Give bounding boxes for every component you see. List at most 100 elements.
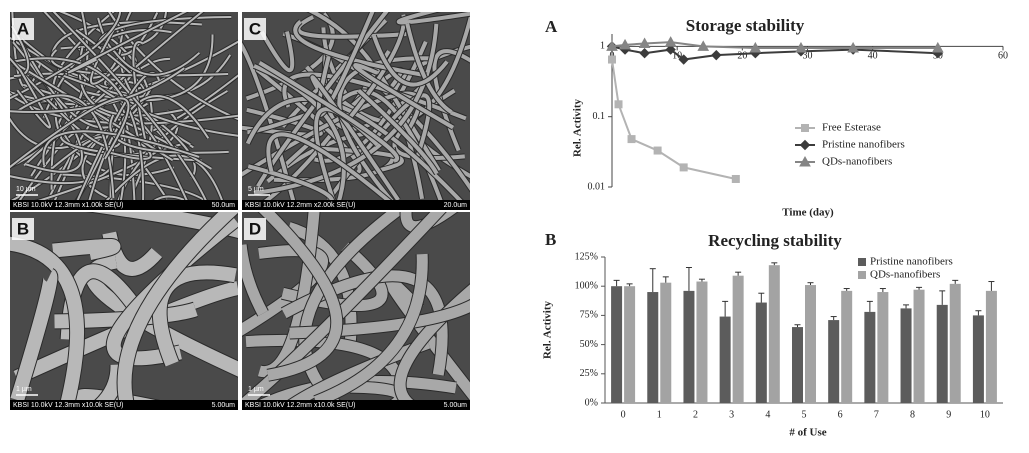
sem-image: KBSI 10.0kV 12.2mm x10.0k SE(U) 5.00um 1 µ… [242,212,470,410]
x-tick-label: 9 [946,409,951,420]
y-tick-label: 0.1 [593,111,606,122]
legend-swatch [858,258,866,266]
y-axis-label: Rel. Activity [572,98,584,157]
panel-label: A [17,19,29,38]
x-tick-label: 20 [737,51,747,62]
fiber [18,94,115,199]
marker [606,40,618,51]
bar [719,316,731,403]
fiber [337,56,433,210]
fiber [396,12,470,25]
marker [801,124,809,132]
x-tick-label: 4 [765,409,770,420]
fiber [371,34,449,87]
fiber [242,245,328,336]
series-line [611,41,938,49]
bar [647,292,659,403]
bar [792,327,803,403]
marker [627,135,636,144]
marker [664,36,677,47]
y-tick-label: 50% [580,339,598,350]
panel-label: B [545,230,556,249]
x-tick-label: 30 [803,51,813,62]
sem-size: 50.0um [212,202,236,209]
bar [972,315,984,403]
bar [755,302,767,403]
sem-image: KBSI 10.0kV 12.2mm x2.00k SE(U) 20.0um 5 µ… [242,12,470,210]
bar [611,286,623,403]
sem-info: KBSI 10.0kV 12.2mm x10.0k SE(U) [245,402,356,409]
fiber [258,60,400,163]
bar [841,290,853,403]
chart-title: Recycling stability [708,231,842,250]
fiber [10,12,121,100]
marker [619,38,631,50]
fiber [123,12,167,49]
x-tick-label: 40 [868,51,878,62]
fiber [253,23,439,196]
fiber [357,88,439,175]
x-tick-label: 1 [657,409,662,420]
legend-swatch [858,271,866,279]
fiber [42,130,200,166]
marker [711,49,722,61]
sem-size: 20.0um [444,202,468,209]
marker [679,163,688,172]
fiber [10,236,85,410]
marker [749,41,762,53]
marker [638,37,651,48]
label-bg [12,18,34,40]
bar [805,285,816,403]
marker [653,146,662,155]
fiber [400,212,457,233]
fiber [313,253,428,407]
fiber [10,97,130,169]
bar [732,275,744,403]
marker [665,44,676,55]
x-tick-label: 10 [672,51,682,62]
y-tick-label: 1 [600,41,605,52]
fiber [10,57,145,210]
x-tick-label: 5 [802,409,807,420]
sem-info: KBSI 10.0kV 12.3mm x10.0k SE(U) [13,402,124,409]
bar [624,286,636,403]
fiber [16,69,51,129]
scale-label: 5 µm [248,186,264,193]
fiber [242,107,323,137]
fiber [132,41,149,150]
fiber [328,89,447,210]
x-tick-label: 10 [980,409,990,420]
info-bar [10,400,238,410]
legend-label: Free Esterase [822,122,881,134]
info-bar [242,400,470,410]
bar [828,320,840,403]
panel-label: C [249,19,261,38]
marker [639,47,650,59]
info-bar [242,200,470,210]
y-tick-label: 0.01 [588,181,606,192]
fiber [266,132,403,210]
legend-label: QDs-nanofibers [870,269,940,281]
label-bg [244,218,266,240]
fiber [353,63,455,130]
fiber [10,268,58,403]
marker [799,155,811,167]
sem-size: 5.00um [212,402,236,409]
legend-label: QDs-nanofibers [822,156,892,168]
marker [697,40,710,51]
fiber [52,238,121,260]
marker [847,41,859,53]
x-tick-label: 7 [874,409,879,420]
y-tick-label: 125% [575,251,598,262]
sem-info: KBSI 10.0kV 12.3mm x1.00k SE(U) [13,202,124,209]
panel-label: D [249,219,261,238]
marker [931,41,944,53]
bar [864,311,876,403]
scale-label: 1 µm [248,386,264,393]
x-tick-label: 60 [998,51,1008,62]
series-line [611,59,737,180]
bar [660,282,672,403]
bar [768,265,780,403]
sem-size: 5.00um [444,402,468,409]
